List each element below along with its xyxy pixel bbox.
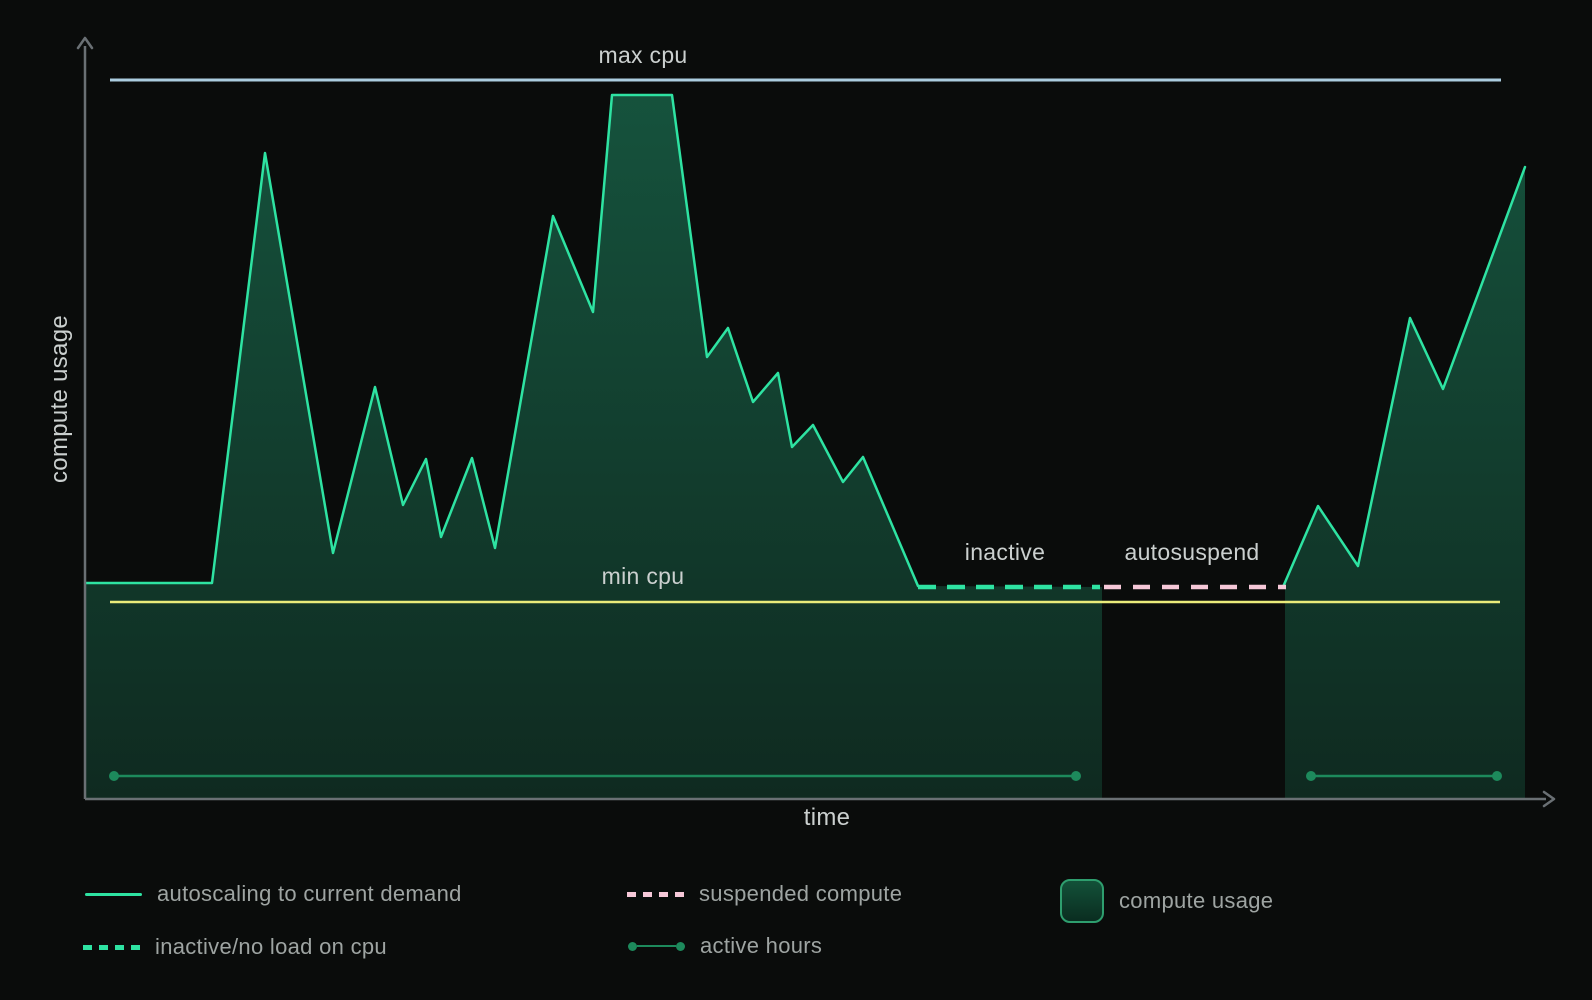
active-period-1-line	[84, 93, 920, 588]
legend-item-active-hours: active hours	[628, 935, 822, 957]
legend-label: inactive/no load on cpu	[155, 934, 387, 959]
dotted-line-swatch-icon	[628, 941, 685, 951]
solid-line-swatch-icon	[85, 892, 142, 896]
compute-usage-swatch-icon	[1060, 879, 1104, 923]
legend-item-compute-usage: compute usage	[1060, 879, 1273, 923]
legend-label: suspended compute	[699, 881, 903, 906]
active-period-2-fill	[1283, 167, 1525, 798]
legend-item-suspended: suspended compute	[627, 883, 902, 905]
legend-label: active hours	[700, 933, 823, 958]
min-cpu-label: min cpu	[601, 563, 685, 589]
y-axis-label: compute usage	[46, 314, 73, 484]
active-period-2-line	[1281, 165, 1527, 589]
x-axis-arrow-icon	[1542, 790, 1556, 808]
y-axis-arrow-icon	[76, 36, 94, 50]
x-axis-label: time	[803, 804, 851, 831]
inactive-label: inactive	[964, 539, 1046, 565]
active-period-1-fill	[86, 95, 1102, 798]
active-hours-dot	[1492, 771, 1502, 781]
pink-dashed-swatch-icon	[627, 891, 684, 897]
active-hours-dot	[1071, 771, 1081, 781]
max-cpu-label: max cpu	[598, 42, 688, 68]
green-dashed-swatch-icon	[83, 944, 140, 950]
autosuspend-label: autosuspend	[1124, 539, 1260, 565]
legend-item-autoscaling: autoscaling to current demand	[85, 883, 462, 905]
legend-item-inactive: inactive/no load on cpu	[83, 936, 387, 958]
legend-label: compute usage	[1119, 888, 1274, 913]
active-hours-dot	[109, 771, 119, 781]
active-hours-dot	[1306, 771, 1316, 781]
legend-label: autoscaling to current demand	[157, 881, 462, 906]
